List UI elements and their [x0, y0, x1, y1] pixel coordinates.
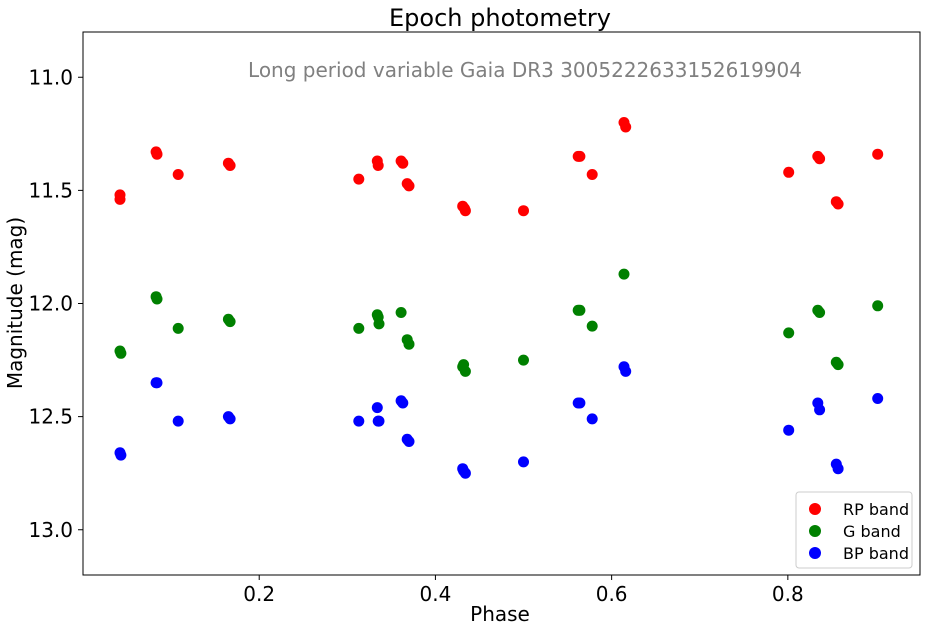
series-rp-band	[114, 117, 884, 217]
legend-label: BP band	[843, 544, 909, 563]
data-point	[832, 463, 844, 475]
data-point	[224, 316, 236, 328]
data-point	[832, 359, 844, 371]
legend-label: G band	[843, 522, 901, 541]
legend-marker	[809, 547, 821, 559]
data-point	[114, 193, 126, 205]
series-bp-band	[114, 361, 884, 479]
y-axis: 11.0 11.5 12.0 12.5 13.0	[28, 65, 83, 542]
data-points	[114, 117, 884, 479]
data-point	[151, 293, 163, 305]
data-point	[814, 404, 826, 416]
x-tick-label: 0.4	[420, 582, 452, 606]
data-point	[224, 160, 236, 171]
data-point	[783, 166, 795, 178]
data-point	[574, 150, 586, 162]
data-point	[115, 449, 127, 461]
data-point	[574, 397, 586, 409]
chart-annotation: Long period variable Gaia DR3 3005222633…	[248, 58, 802, 82]
x-tick-label: 0.6	[596, 582, 628, 606]
data-point	[372, 160, 384, 171]
data-point	[115, 347, 127, 359]
x-tick-label: 0.8	[772, 582, 804, 606]
y-tick-label: 11.0	[28, 65, 73, 89]
x-axis-label: Phase	[470, 602, 530, 626]
data-point	[403, 338, 415, 350]
plot-area	[82, 31, 921, 576]
data-point	[620, 365, 632, 377]
series-g-band	[114, 268, 884, 377]
data-point	[618, 268, 630, 280]
x-tick-label: 0.2	[243, 582, 275, 606]
y-tick-label: 13.0	[28, 518, 73, 542]
data-point	[620, 121, 632, 133]
data-point	[832, 198, 844, 210]
y-axis-label: Magnitude (mag)	[3, 217, 27, 389]
data-point	[814, 307, 826, 318]
data-point	[373, 318, 385, 330]
data-point	[403, 180, 415, 192]
data-point	[459, 365, 471, 377]
legend-marker	[809, 525, 821, 537]
data-point	[224, 413, 236, 425]
data-point	[872, 393, 884, 404]
y-tick-label: 12.5	[28, 405, 73, 429]
legend-box	[795, 491, 913, 569]
legend: RP band G band BP band	[795, 491, 913, 569]
data-point	[518, 205, 529, 217]
data-point	[172, 415, 184, 427]
data-point	[403, 436, 415, 447]
data-point	[353, 322, 365, 334]
data-point	[397, 157, 409, 169]
data-point	[373, 415, 385, 427]
data-point	[151, 148, 163, 160]
data-point	[783, 424, 795, 436]
data-point	[397, 397, 409, 409]
y-tick-label: 11.5	[28, 178, 73, 202]
data-point	[353, 173, 365, 185]
x-axis: 0.2 0.4 0.6 0.8	[243, 575, 804, 606]
data-point	[586, 320, 598, 332]
legend-label: RP band	[843, 500, 909, 519]
legend-marker	[809, 503, 821, 515]
data-point	[586, 413, 598, 425]
data-point	[586, 169, 598, 180]
data-point	[353, 415, 365, 427]
data-point	[172, 322, 184, 334]
data-point	[172, 169, 184, 180]
data-point	[872, 300, 884, 312]
data-point	[518, 456, 529, 468]
data-point	[459, 467, 471, 479]
chart-title: Epoch photometry	[389, 4, 611, 32]
data-point	[459, 205, 471, 217]
data-point	[518, 354, 529, 366]
data-point	[872, 148, 884, 160]
data-point	[395, 307, 407, 318]
data-point	[371, 402, 383, 414]
data-point	[574, 304, 586, 316]
y-tick-label: 12.0	[28, 292, 73, 316]
data-point	[783, 327, 795, 339]
data-point	[814, 153, 826, 165]
data-point	[151, 377, 163, 389]
